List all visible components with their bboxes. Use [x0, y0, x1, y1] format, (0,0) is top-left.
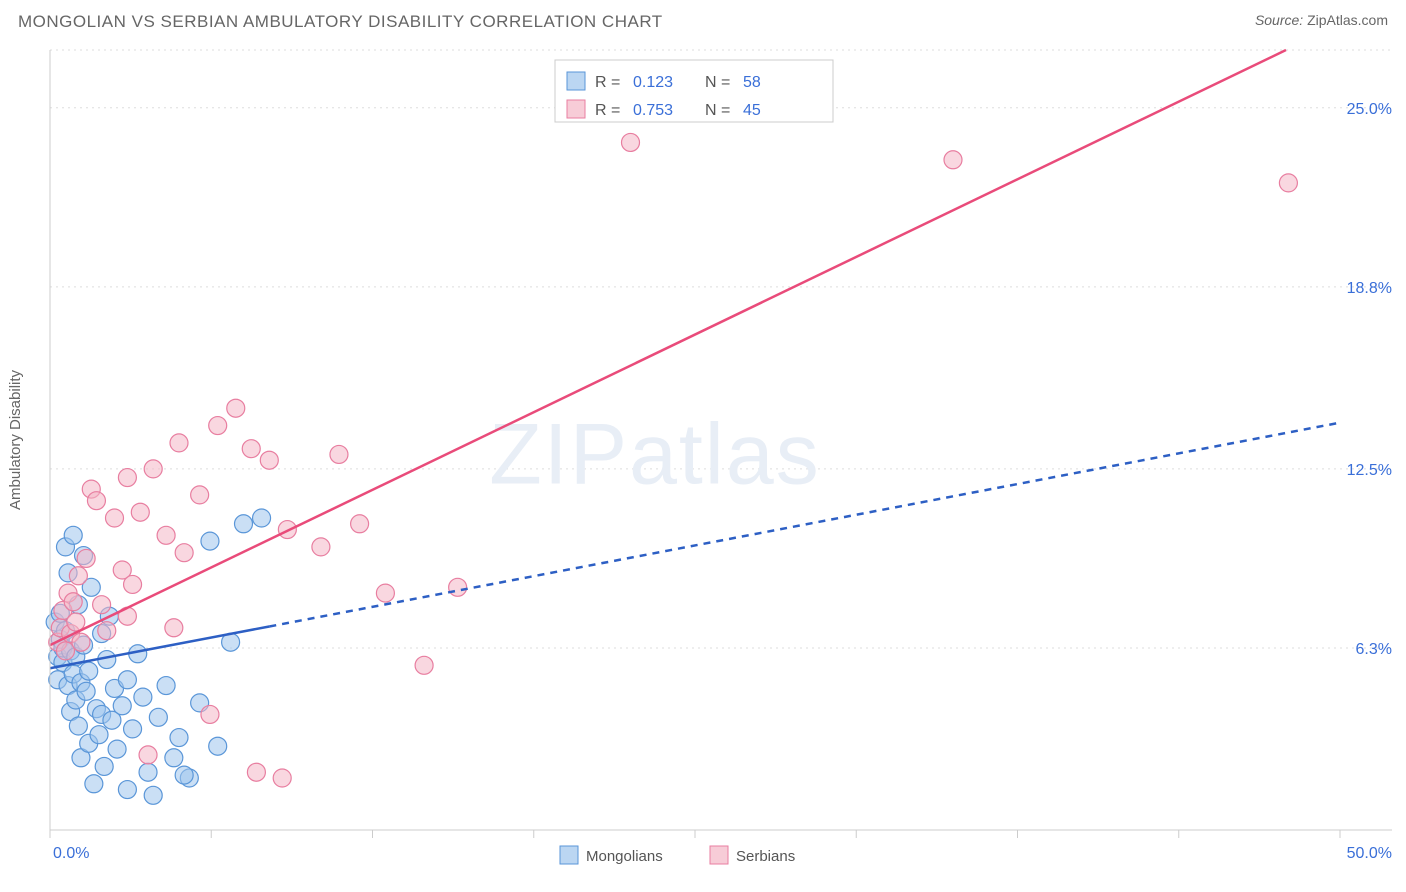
series-legend-swatch [560, 846, 578, 864]
mongolians-point [144, 786, 162, 804]
serbians-point [1279, 174, 1297, 192]
serbians-point [69, 567, 87, 585]
mongolians-point [170, 729, 188, 747]
mongolians-point [95, 757, 113, 775]
serbians-point [242, 440, 260, 458]
mongolians-point [90, 726, 108, 744]
serbians-point [87, 492, 105, 510]
serbians-point [77, 549, 95, 567]
y-tick-label: 18.8% [1347, 280, 1392, 297]
mongolians-point [175, 766, 193, 784]
stats-legend-n-label: N = [705, 74, 730, 91]
serbians-point [376, 584, 394, 602]
serbians-point [260, 451, 278, 469]
mongolians-point [149, 708, 167, 726]
mongolians-point [124, 720, 142, 738]
mongolians-point [157, 677, 175, 695]
mongolians-point [64, 526, 82, 544]
stats-legend-r-label: R = [595, 102, 620, 119]
watermark: ZIPatlas [489, 406, 820, 502]
serbians-point [209, 417, 227, 435]
serbians-point [131, 503, 149, 521]
serbians-trendline [50, 50, 1286, 645]
series-legend-label: Mongolians [586, 848, 663, 865]
stats-legend-n-label: N = [705, 102, 730, 119]
mongolians-point [235, 515, 253, 533]
serbians-point [227, 399, 245, 417]
serbians-point [191, 486, 209, 504]
stats-legend-swatch [567, 72, 585, 90]
mongolians-point [69, 717, 87, 735]
serbians-point [157, 526, 175, 544]
source-label: Source: [1255, 12, 1307, 28]
series-legend-label: Serbians [736, 848, 795, 865]
stats-legend-r-value: 0.753 [633, 102, 673, 119]
serbians-point [312, 538, 330, 556]
x-tick-label: 50.0% [1347, 845, 1392, 862]
stats-legend-n-value: 58 [743, 74, 761, 91]
serbians-point [622, 133, 640, 151]
mongolians-point [77, 682, 95, 700]
serbians-point [175, 544, 193, 562]
serbians-point [330, 445, 348, 463]
mongolians-point [209, 737, 227, 755]
mongolians-point [201, 532, 219, 550]
serbians-point [201, 705, 219, 723]
serbians-point [118, 469, 136, 487]
mongolians-point [113, 697, 131, 715]
mongolians-point [108, 740, 126, 758]
serbians-point [93, 596, 111, 614]
y-tick-label: 25.0% [1347, 101, 1392, 118]
mongolians-point [85, 775, 103, 793]
mongolians-point [118, 781, 136, 799]
y-tick-label: 6.3% [1356, 641, 1392, 658]
serbians-point [415, 656, 433, 674]
chart-plot-area: ZIPatlas 0.0% 50.0% 6.3% 12.5% 18.8% 25.0% Ambu… [0, 38, 1406, 892]
chart-header: MONGOLIAN VS SERBIAN AMBULATORY DISABILI… [0, 0, 1406, 40]
serbians-point [165, 619, 183, 637]
source-site: ZipAtlas.com [1307, 12, 1388, 28]
serbians-point [944, 151, 962, 169]
serbians-point [351, 515, 369, 533]
serbians-point [247, 763, 265, 781]
serbians-point [106, 509, 124, 527]
serbians-point [64, 593, 82, 611]
serbians-point [72, 633, 90, 651]
series-legend-swatch [710, 846, 728, 864]
serbians-point [170, 434, 188, 452]
source-attribution: Source: ZipAtlas.com [1255, 12, 1388, 28]
x-tick-label: 0.0% [53, 845, 89, 862]
mongolians-point [134, 688, 152, 706]
chart-svg: ZIPatlas 0.0% 50.0% 6.3% 12.5% 18.8% 25.0% Ambu… [0, 38, 1406, 892]
serbians-point [98, 622, 116, 640]
stats-legend-swatch [567, 100, 585, 118]
stats-legend-n-value: 45 [743, 102, 761, 119]
stats-legend-r-label: R = [595, 74, 620, 91]
mongolians-point [165, 749, 183, 767]
serbians-point [449, 578, 467, 596]
serbians-point [273, 769, 291, 787]
y-axis-label: Ambulatory Disability [7, 369, 24, 510]
serbians-point [124, 575, 142, 593]
chart-title: MONGOLIAN VS SERBIAN AMBULATORY DISABILI… [18, 12, 663, 32]
serbians-point [139, 746, 157, 764]
stats-legend-r-value: 0.123 [633, 74, 673, 91]
mongolians-point [139, 763, 157, 781]
y-tick-label: 12.5% [1347, 462, 1392, 479]
mongolians-point [118, 671, 136, 689]
serbians-point [144, 460, 162, 478]
mongolians-point [253, 509, 271, 527]
mongolians-point [80, 662, 98, 680]
